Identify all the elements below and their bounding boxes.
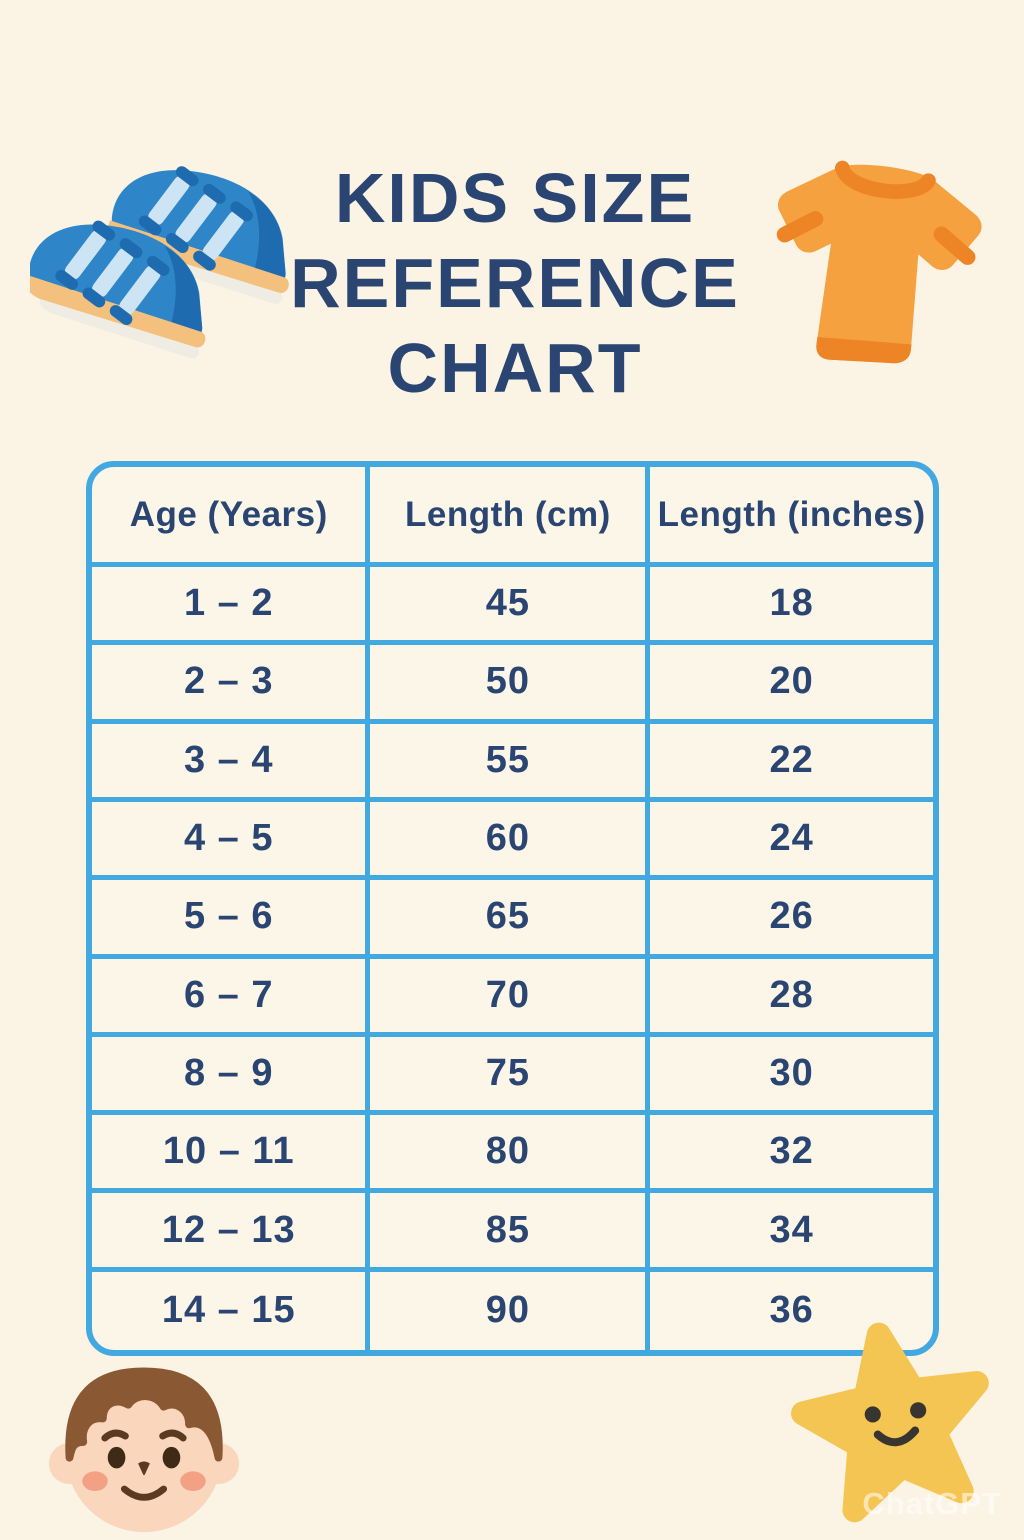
cell-cm: 70 — [370, 958, 651, 1032]
star-icon — [784, 1316, 1016, 1536]
cell-age: 10 – 11 — [92, 1115, 371, 1189]
cell-age: 4 – 5 — [92, 801, 371, 876]
cell-inches: 30 — [769, 1051, 814, 1094]
cell-age: 6 – 7 — [92, 958, 371, 1032]
cell-cm: 85 — [370, 1193, 651, 1267]
cell-age: 12 – 13 — [92, 1193, 371, 1267]
boy-face-icon — [46, 1340, 242, 1540]
cell-age: 5 – 6 — [92, 880, 371, 954]
cell-cm: 80 — [370, 1115, 651, 1189]
cell-inches: 32 — [769, 1130, 814, 1173]
cell-inches: 34 — [769, 1208, 814, 1251]
cell-age: 14 – 15 — [92, 1271, 371, 1350]
table-row: 4 – 5 60 24 — [92, 801, 933, 881]
cell-age: 8 – 9 — [92, 1036, 371, 1111]
cell-inches: 18 — [769, 582, 814, 625]
cell-inches: 26 — [769, 895, 814, 938]
tshirt-icon — [742, 138, 1004, 404]
table-header-row: Age (Years) Length (cm) Length (inches) — [92, 467, 933, 567]
table-row: 10 – 11 80 32 — [92, 1115, 933, 1194]
table-row: 5 – 6 65 26 — [92, 880, 933, 959]
cell-cm: 75 — [370, 1036, 651, 1111]
cell-cm: 65 — [370, 880, 651, 954]
cell-cm: 55 — [370, 723, 651, 797]
cell-cm: 90 — [370, 1271, 651, 1350]
title-line-2: REFERENCE — [290, 244, 740, 322]
col-header-cm: Length (cm) — [370, 467, 651, 562]
cell-inches: 24 — [769, 817, 814, 860]
size-table: Age (Years) Length (cm) Length (inches) … — [86, 461, 939, 1356]
cell-cm: 45 — [370, 567, 651, 641]
title-line-3: CHART — [387, 329, 643, 407]
table-row: 14 – 15 90 36 — [92, 1271, 933, 1350]
table-row: 12 – 13 85 34 — [92, 1193, 933, 1272]
cell-age: 3 – 4 — [92, 723, 371, 797]
cell-cm: 50 — [370, 645, 651, 719]
col-header-inches: Length (inches) — [657, 494, 926, 534]
sneakers-icon — [30, 158, 302, 398]
cell-inches: 20 — [769, 660, 814, 703]
chatgpt-watermark: ChatGPT — [862, 1486, 1002, 1521]
table-row: 3 – 4 55 22 — [92, 723, 933, 802]
table-row: 1 – 2 45 18 — [92, 567, 933, 646]
title-line-1: KIDS SIZE — [334, 159, 696, 237]
cell-inches: 22 — [769, 738, 814, 781]
cell-cm: 60 — [370, 801, 651, 876]
cell-age: 1 – 2 — [92, 567, 371, 641]
table-row: 2 – 3 50 20 — [92, 645, 933, 724]
col-header-age: Age (Years) — [92, 467, 371, 562]
page-title: KIDS SIZE REFERENCE CHART — [282, 156, 748, 411]
cell-inches: 28 — [769, 973, 814, 1016]
table-row: 6 – 7 70 28 — [92, 958, 933, 1037]
table-row: 8 – 9 75 30 — [92, 1036, 933, 1116]
cell-age: 2 – 3 — [92, 645, 371, 719]
cell-inches: 36 — [769, 1289, 814, 1332]
